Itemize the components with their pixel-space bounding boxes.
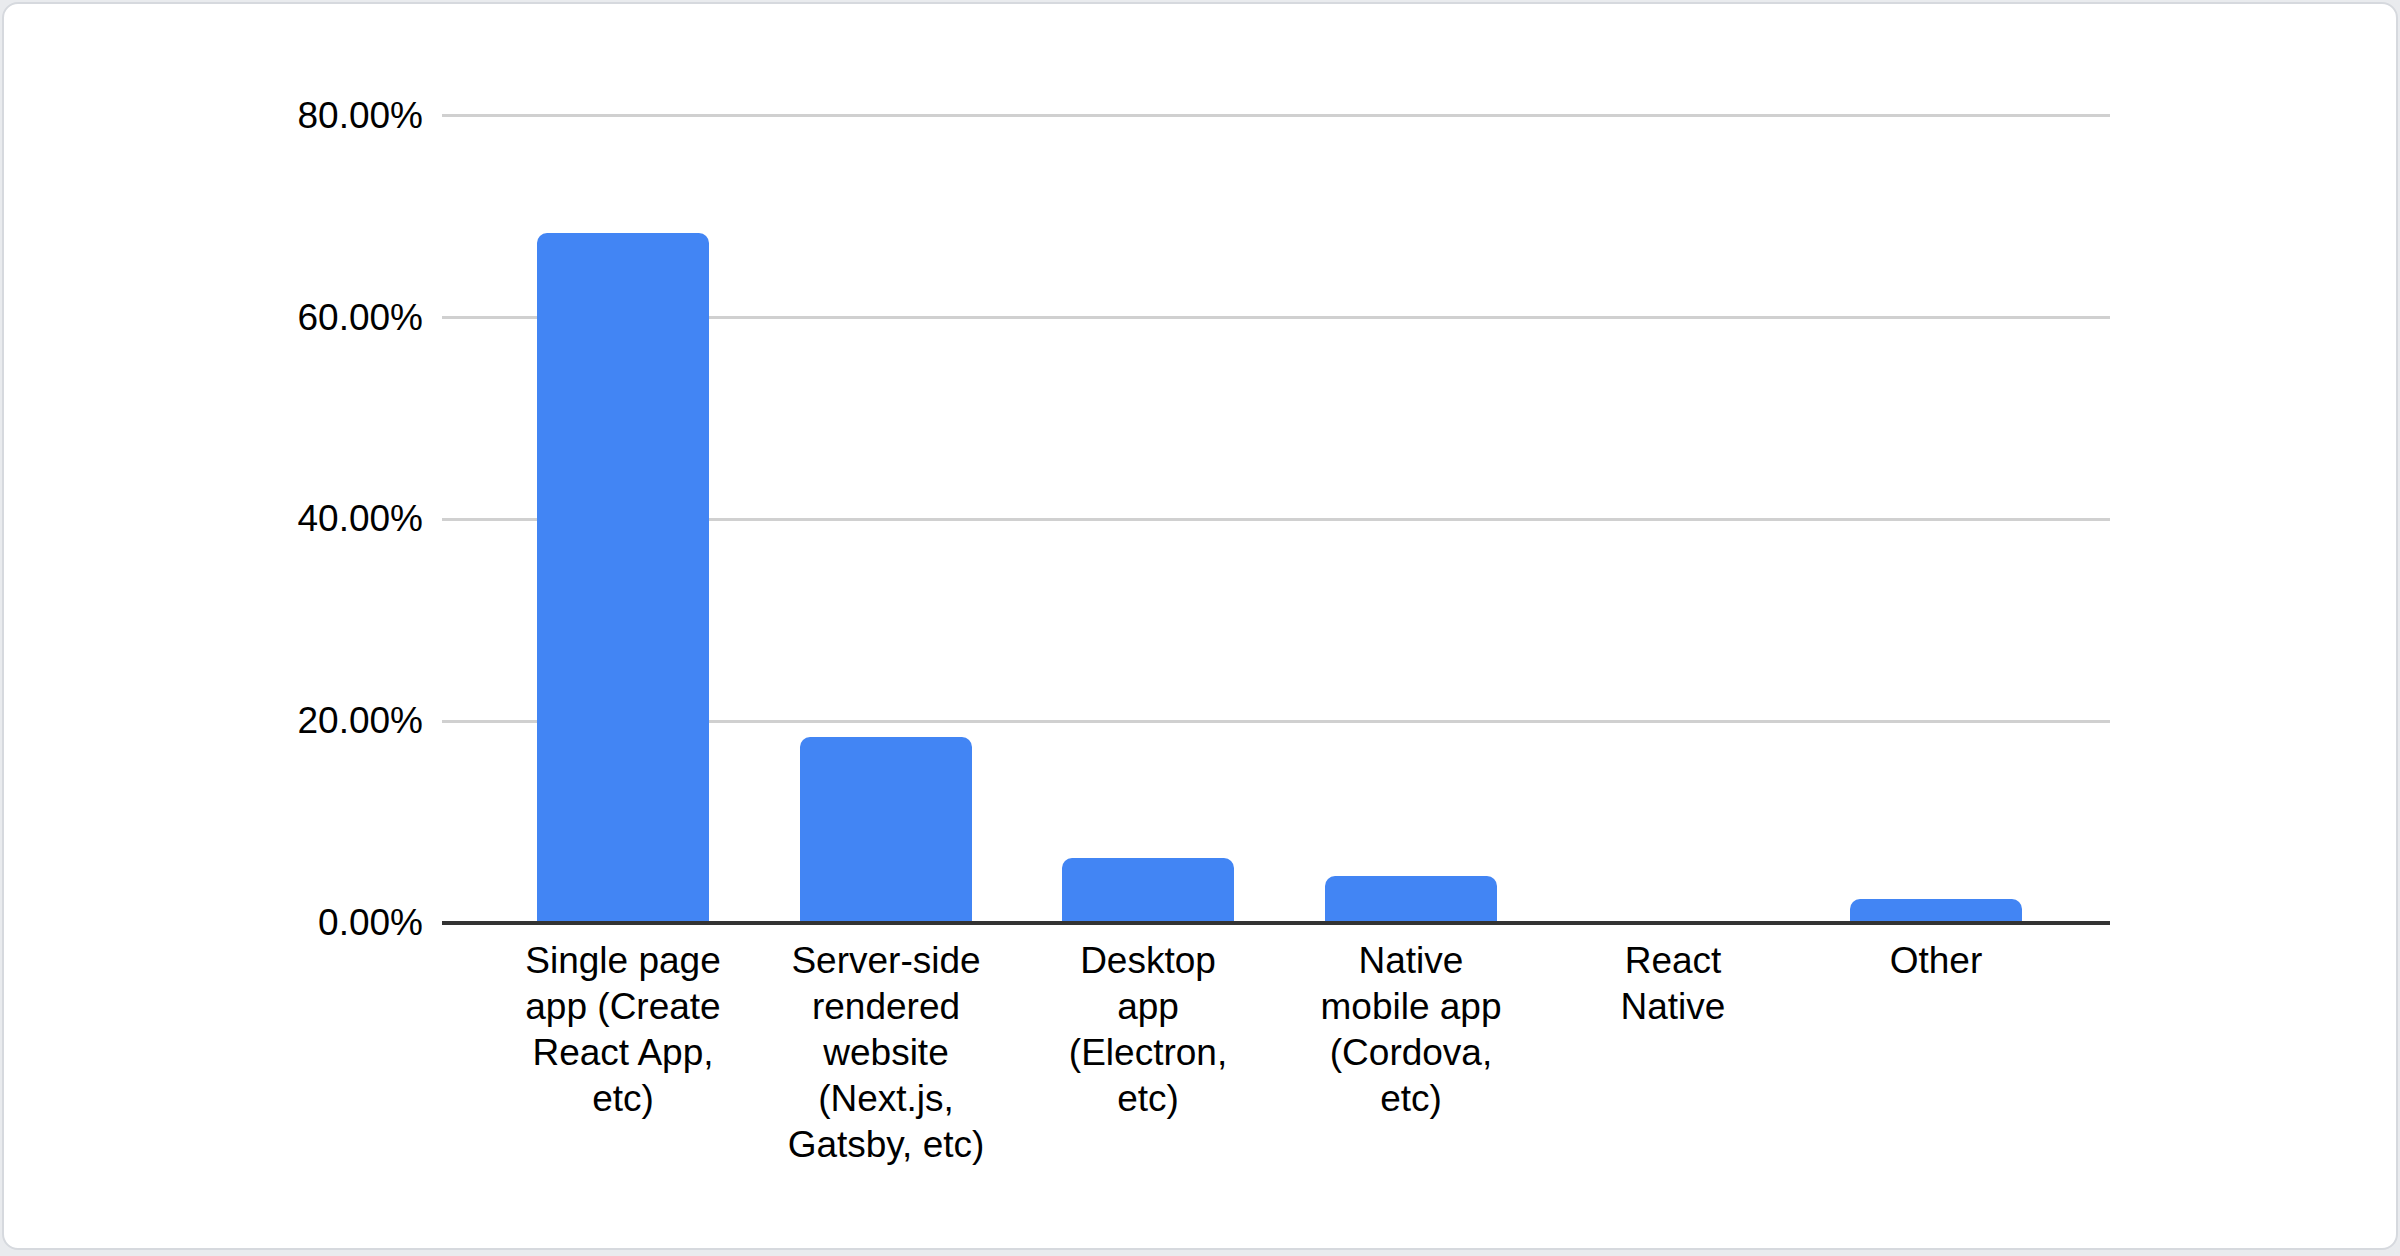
x-axis-label-line: app (Create	[473, 984, 773, 1030]
x-axis-label-line: (Electron,	[998, 1030, 1298, 1076]
x-axis-label-line: mobile app	[1261, 984, 1561, 1030]
x-axis-label-line: etc)	[473, 1076, 773, 1122]
bar	[1325, 876, 1497, 923]
x-axis-label-line: React	[1523, 938, 1823, 984]
bar	[1062, 858, 1234, 923]
x-axis-label-line: (Cordova,	[1261, 1030, 1561, 1076]
bar-chart: 0.00% 20.00% 40.00% 60.00% 80.00% Single page…	[0, 0, 2400, 1256]
x-axis-label: Desktopapp(Electron,etc)	[998, 938, 1298, 1122]
x-axis-label: Single pageapp (CreateReact App,etc)	[473, 938, 773, 1122]
x-axis-label-line: Gatsby, etc)	[736, 1122, 1036, 1168]
bar	[800, 737, 972, 923]
x-axis-label: Other	[1786, 938, 2086, 984]
x-axis-label-line: Server-side	[736, 938, 1036, 984]
x-axis-label-line: Native	[1523, 984, 1823, 1030]
y-axis-tick-label: 40.00%	[173, 496, 423, 542]
x-axis-label-line: Desktop	[998, 938, 1298, 984]
y-axis-tick-label: 60.00%	[173, 295, 423, 341]
x-axis-label: Server-siderenderedwebsite(Next.js,Gatsb…	[736, 938, 1036, 1168]
y-axis-tick-label: 20.00%	[173, 698, 423, 744]
bar	[537, 233, 709, 923]
x-axis-label: ReactNative	[1523, 938, 1823, 1030]
x-axis-label-line: app	[998, 984, 1298, 1030]
x-axis-label-line: React App,	[473, 1030, 773, 1076]
y-axis-tick-label: 0.00%	[173, 900, 423, 946]
bar	[1850, 899, 2022, 923]
y-axis-tick-label: 80.00%	[173, 93, 423, 139]
x-axis-line	[442, 921, 2110, 925]
page-background: { "page": { "background": "#e9ebee", "ca…	[0, 0, 2400, 1256]
x-axis-label-line: etc)	[1261, 1076, 1561, 1122]
x-axis-label-line: Other	[1786, 938, 2086, 984]
x-axis-label: Nativemobile app(Cordova,etc)	[1261, 938, 1561, 1122]
x-axis-label-line: Native	[1261, 938, 1561, 984]
x-axis-label-line: rendered	[736, 984, 1036, 1030]
x-axis-label-line: website	[736, 1030, 1036, 1076]
x-axis-label-line: Single page	[473, 938, 773, 984]
x-axis-label-line: (Next.js,	[736, 1076, 1036, 1122]
x-axis-label-line: etc)	[998, 1076, 1298, 1122]
y-gridline	[442, 114, 2110, 117]
